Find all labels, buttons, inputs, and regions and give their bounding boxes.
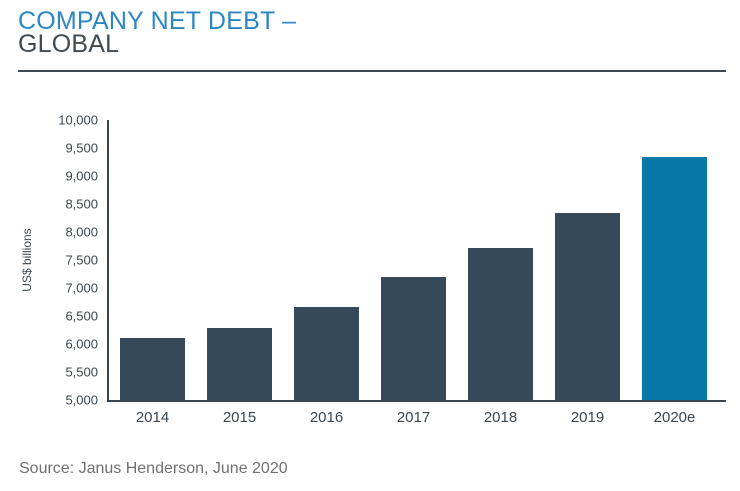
- page-title-line2: GLOBAL: [18, 30, 120, 58]
- y-tick-label-10000: 10,000: [58, 112, 98, 128]
- y-tick-label-8000: 8,000: [65, 224, 98, 240]
- x-tick-label-2018: 2018: [483, 409, 518, 426]
- x-tick-label-2017: 2017: [396, 409, 431, 426]
- bar-2017: [381, 276, 446, 400]
- source-note: Source: Janus Henderson, June 2020: [19, 460, 288, 477]
- y-axis-line: [107, 120, 109, 402]
- bar-2020e: [642, 156, 707, 400]
- y-tick-label-9500: 9,500: [65, 140, 98, 156]
- page-title: COMPANY NET DEBT – GLOBAL: [18, 7, 297, 58]
- x-tick-label-2014: 2014: [135, 409, 170, 426]
- x-tick-label-2020e: 2020e: [653, 409, 696, 426]
- x-tick-label-2019: 2019: [570, 409, 605, 426]
- x-tick-label-2015: 2015: [222, 409, 257, 426]
- y-tick-label-5000: 5,000: [65, 392, 98, 408]
- y-tick-label-7500: 7,500: [65, 252, 98, 268]
- bar-2014: [120, 338, 185, 400]
- bar-2016: [294, 307, 359, 400]
- page-title-line1: COMPANY NET DEBT –: [18, 7, 297, 35]
- y-axis-title: US$ billions: [20, 228, 34, 292]
- y-tick-label-6500: 6,500: [65, 308, 98, 324]
- bar-2018: [468, 248, 533, 400]
- x-axis-line: [107, 400, 726, 402]
- y-tick-label-8500: 8,500: [65, 196, 98, 212]
- y-tick-label-6000: 6,000: [65, 336, 98, 352]
- bar-2015: [207, 327, 272, 400]
- y-tick-label-9000: 9,000: [65, 168, 98, 184]
- bar-2019: [555, 212, 620, 400]
- title-divider-rule: [18, 70, 726, 72]
- y-tick-label-7000: 7,000: [65, 280, 98, 296]
- y-tick-label-5500: 5,500: [65, 364, 98, 380]
- x-tick-label-2016: 2016: [309, 409, 344, 426]
